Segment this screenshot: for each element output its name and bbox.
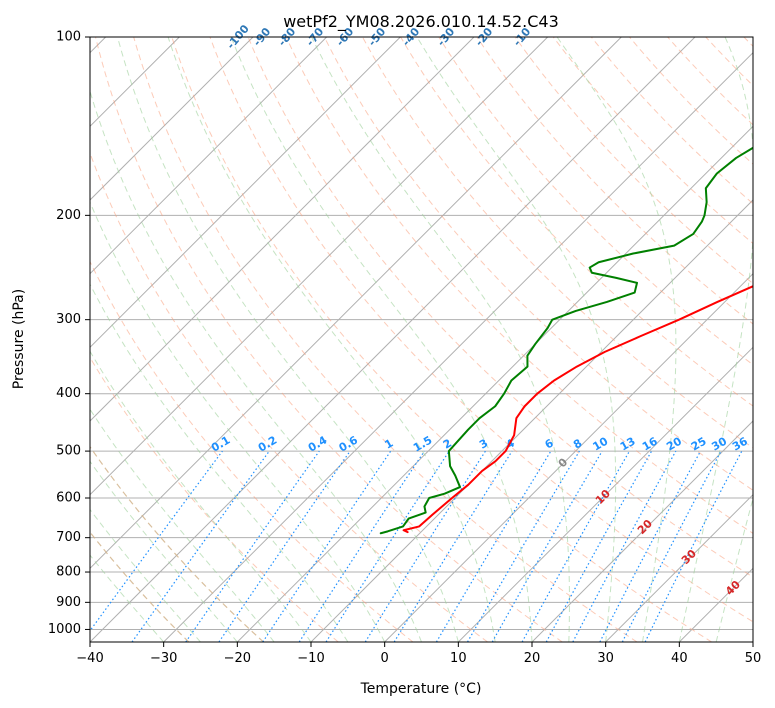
x-tick-label: 10 [450, 651, 467, 666]
y-tick-label: 600 [56, 491, 81, 506]
background-lines [90, 37, 753, 642]
isotherm-line [605, 493, 753, 642]
y-tick-label: 900 [56, 595, 81, 610]
isotherm-line [384, 272, 753, 642]
moist-adiabat-line [90, 200, 386, 642]
skewed-isotherms [90, 37, 753, 642]
mixing-ratio-line [298, 450, 425, 642]
isotherm-line [90, 37, 622, 570]
y-tick-label: 1000 [48, 622, 81, 637]
chart-title: wetPf2_YM08.2026.010.14.52.C43 [283, 12, 559, 32]
isotherm-line [457, 346, 753, 642]
x-axis-label: Temperature (°C) [360, 681, 482, 697]
dry-adiabat-line [209, 37, 753, 623]
x-tick-label: 30 [597, 651, 614, 666]
plot-frame [89, 36, 754, 643]
y-tick-label: 300 [56, 312, 81, 327]
mixing-ratio-line [90, 450, 223, 632]
moist-adiabat-line [167, 37, 496, 642]
x-tick-label: −20 [224, 651, 251, 666]
temperature-line [402, 285, 753, 534]
dewpoint-line [379, 146, 753, 535]
dry-adiabat-line [95, 37, 563, 642]
y-tick-label: 500 [56, 444, 81, 459]
dry-adiabat-line [90, 356, 339, 642]
y-tick-label: 800 [56, 565, 81, 580]
mixing-ratio-line [218, 450, 351, 642]
moist-adiabat-line [678, 37, 753, 642]
moist-adiabat-line [90, 408, 275, 642]
moist-adiabat-line [90, 554, 165, 642]
x-tick-label: 40 [671, 651, 688, 666]
isotherm-line [531, 420, 753, 642]
dry-adiabat-line [285, 37, 753, 534]
moist-adiabat-line [117, 37, 459, 642]
dry-adiabat-line [514, 37, 753, 285]
isotherm-line [90, 37, 401, 349]
isotherm-line [90, 37, 328, 275]
mixing-ratio-line [545, 450, 653, 642]
x-axis: −40 −30 −20 −10 0 10 20 30 40 50 [76, 642, 761, 666]
y-axis-label: Pressure (hPa) [11, 289, 27, 389]
isotherm-line [163, 51, 753, 642]
dry-adiabats [90, 37, 753, 642]
x-tick-label: 50 [745, 651, 762, 666]
x-tick-label: −40 [76, 651, 103, 666]
moist-adiabat-line [90, 508, 201, 642]
y-tick-label: 100 [56, 30, 81, 45]
mixing-ratio-line [325, 450, 450, 642]
moist-adiabat-line [416, 37, 617, 642]
moist-adiabats [90, 37, 753, 642]
x-tick-label: −30 [150, 651, 177, 666]
mixing-ratio-line [521, 450, 631, 642]
dry-adiabat-line [323, 37, 753, 491]
moist-adiabat-line [90, 283, 349, 642]
moist-adiabat-line [715, 496, 753, 642]
y-axis: 100 200 300 400 500 600 700 800 900 1000 [48, 30, 90, 637]
mixing-ratio-line [131, 450, 270, 642]
moist-adiabat-line [556, 37, 677, 642]
moist-adiabat-line [230, 37, 533, 642]
dry-adiabat-line [90, 260, 414, 642]
dry-adiabat-line [133, 37, 638, 642]
sounding-series [379, 146, 753, 535]
y-tick-label: 400 [56, 386, 81, 401]
dry-adiabat-line [476, 37, 753, 325]
isotherm-line [90, 37, 549, 496]
moist-adiabat-line [90, 89, 422, 642]
mixing-ratio-lines [90, 450, 743, 642]
y-tick-label: 700 [56, 530, 81, 545]
mixing-ratio-line [393, 450, 513, 642]
x-tick-label: 0 [381, 651, 389, 666]
mixing-ratio-line [185, 450, 320, 642]
moist-adiabat-line [90, 460, 238, 642]
dry-adiabat-line [171, 37, 713, 642]
x-tick-label: 20 [524, 651, 541, 666]
isobar-gridlines [90, 37, 753, 630]
mixing-ratio-line [262, 450, 392, 642]
dry-adiabat-line [247, 37, 753, 578]
moist-adiabat-line [90, 350, 312, 642]
isotherm-line [90, 37, 696, 642]
dry-adiabat-line [90, 445, 264, 642]
mixing-ratio-line [572, 450, 677, 642]
mixing-ratio-line [644, 450, 743, 642]
x-tick-label: −10 [297, 651, 324, 666]
y-tick-label: 200 [56, 208, 81, 223]
isotherm-line [90, 37, 475, 422]
